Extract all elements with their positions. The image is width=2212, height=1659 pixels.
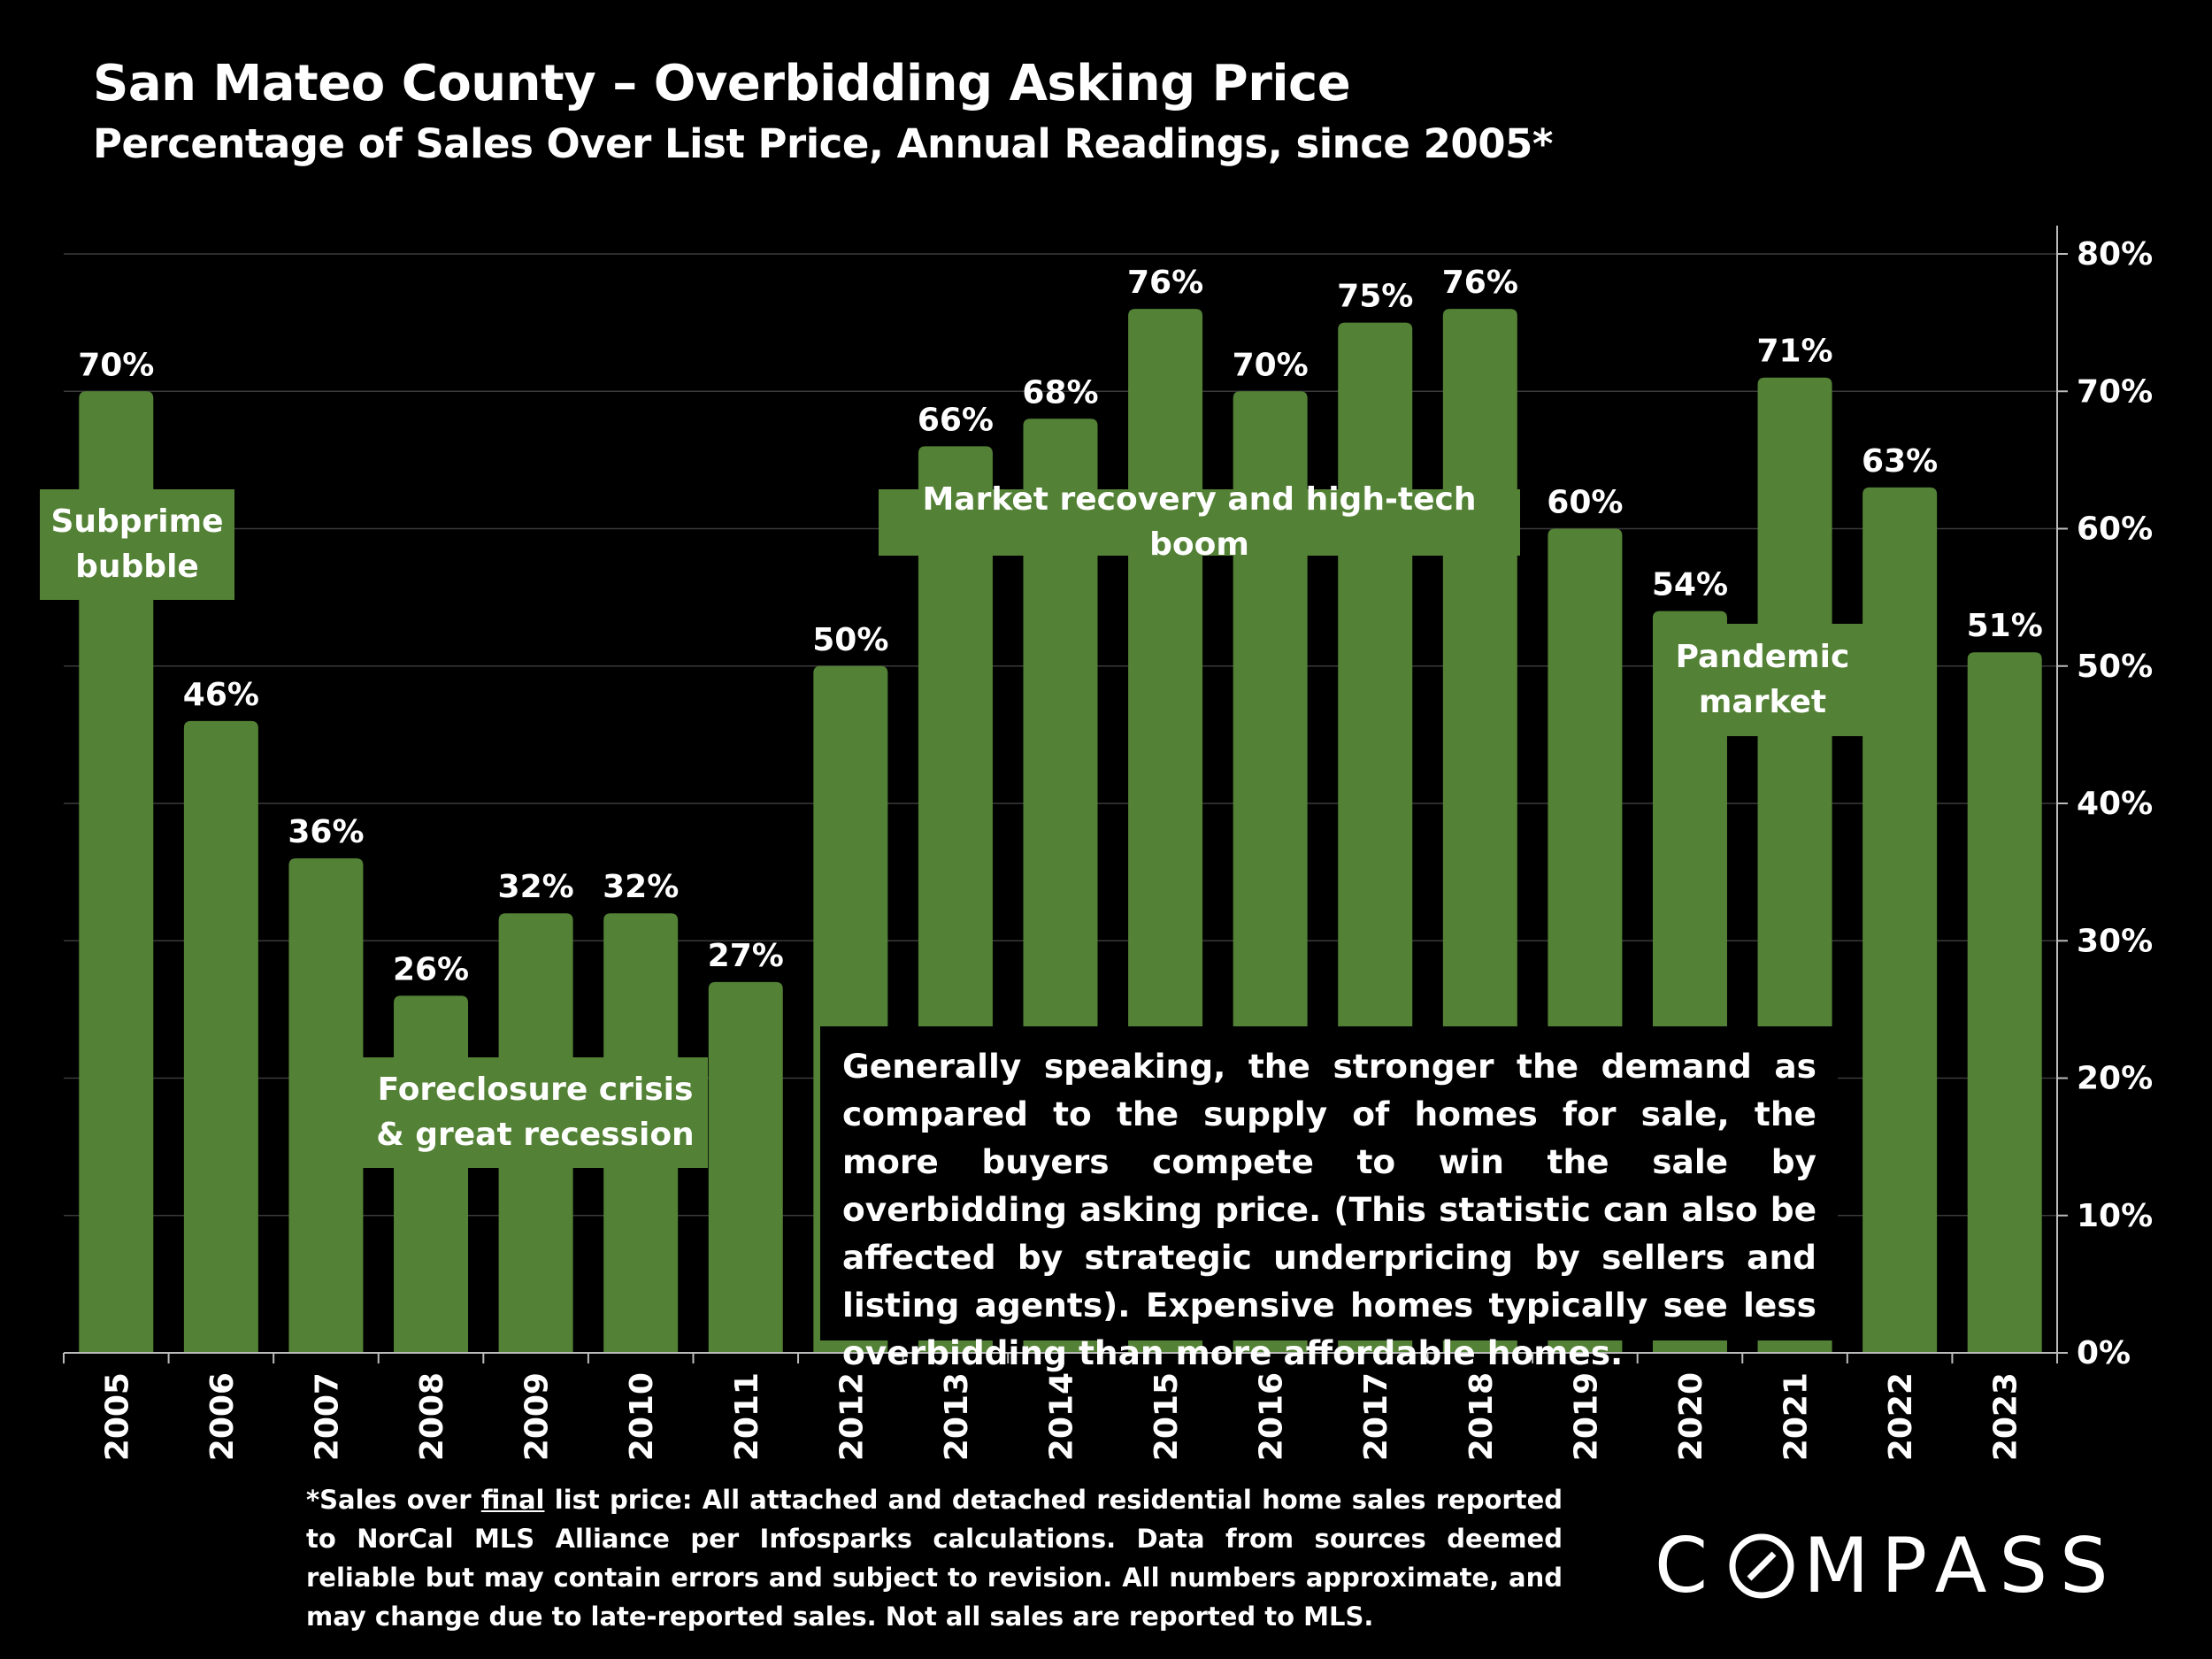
annotation-subprime-line2: bubble (75, 548, 199, 585)
bar-2006 (183, 720, 258, 1353)
data-label-2009: 32% (498, 869, 574, 905)
bar-2023 (1967, 652, 2042, 1353)
data-label-2015: 76% (1127, 265, 1203, 301)
x-tick-label-2006: 2006 (204, 1372, 241, 1461)
data-label-2007: 36% (288, 814, 364, 850)
annotation-subprime: Subprime bubble (40, 489, 234, 600)
annotation-foreclosure: Foreclosure crisis & great recession (363, 1057, 708, 1168)
x-tick-label-2010: 2010 (624, 1372, 660, 1461)
logo-text-left: C (1655, 1522, 1721, 1610)
x-tick-label-2017: 2017 (1358, 1372, 1394, 1461)
chart-subtitle: Percentage of Sales Over List Price, Ann… (93, 120, 1553, 167)
data-label-2010: 32% (603, 869, 679, 905)
data-label-2021: 71% (1756, 334, 1832, 370)
annotation-pandemic-line1: Pandemic (1675, 639, 1850, 676)
x-tick-label-2021: 2021 (1778, 1372, 1815, 1461)
x-tick-label-2014: 2014 (1044, 1372, 1080, 1461)
annotation-pandemic: Pandemic market (1662, 624, 1863, 736)
y-tick-label: 60% (2077, 511, 2153, 548)
data-label-2008: 26% (393, 951, 469, 987)
chart-title: San Mateo County – Overbidding Asking Pr… (93, 55, 1351, 112)
footnote-prefix: *Sales over (306, 1485, 481, 1515)
data-label-2012: 50% (812, 622, 888, 658)
y-tick-label: 80% (2077, 236, 2153, 273)
x-tick-label-2012: 2012 (833, 1372, 870, 1461)
logo-text-right: MPASS (1803, 1522, 2121, 1610)
annotation-foreclosure-line2: & great recession (376, 1116, 695, 1153)
x-tick-label-2015: 2015 (1148, 1372, 1185, 1461)
data-label-2019: 60% (1547, 485, 1623, 521)
data-label-2020: 54% (1652, 567, 1728, 603)
x-tick-label-2007: 2007 (309, 1372, 345, 1461)
compass-logo: C MPASS (1655, 1522, 2121, 1610)
data-label-2018: 76% (1442, 265, 1518, 301)
footnote-rest: list price: All attached and detached re… (306, 1485, 1563, 1632)
data-label-2022: 63% (1862, 443, 1938, 480)
data-label-2011: 27% (708, 938, 784, 974)
bar-2011 (708, 981, 783, 1353)
bar-2007 (288, 858, 364, 1353)
data-label-2014: 68% (1022, 374, 1098, 411)
y-tick-label: 0% (2077, 1335, 2131, 1371)
data-label-2006: 46% (183, 677, 259, 713)
bar-2022 (1863, 487, 1938, 1353)
x-tick-label-2018: 2018 (1463, 1372, 1500, 1461)
x-tick-label-2011: 2011 (729, 1372, 765, 1461)
x-tick-label-2013: 2013 (939, 1372, 975, 1461)
y-tick-label: 50% (2077, 649, 2153, 685)
bar-2008 (394, 995, 469, 1353)
y-tick-label: 70% (2077, 373, 2153, 410)
explanatory-note: Generally speaking, the stronger the dem… (820, 1026, 1838, 1372)
y-tick-label: 10% (2077, 1198, 2153, 1234)
y-tick-label: 30% (2077, 923, 2153, 959)
annotation-pandemic-line2: market (1698, 683, 1827, 720)
annotation-foreclosure-line1: Foreclosure crisis (377, 1071, 694, 1109)
x-tick-label-2022: 2022 (1883, 1372, 1919, 1461)
x-tick-label-2020: 2020 (1673, 1372, 1709, 1461)
compass-o-icon (1729, 1533, 1794, 1599)
annotation-recovery: Market recovery and high-tech boom (879, 481, 1520, 563)
x-tick-label-2008: 2008 (414, 1372, 450, 1461)
footnote: *Sales over final list price: All attach… (306, 1480, 1563, 1636)
x-tick-label-2005: 2005 (99, 1372, 135, 1461)
bar-2005 (79, 391, 154, 1353)
data-label-2023: 51% (1967, 608, 2043, 644)
data-label-2017: 75% (1337, 279, 1413, 315)
footnote-underlined: final (480, 1485, 545, 1515)
x-tick-label-2019: 2019 (1568, 1372, 1604, 1461)
y-tick-label: 40% (2077, 786, 2153, 822)
data-label-2016: 70% (1233, 347, 1309, 383)
y-tick-label: 20% (2077, 1061, 2153, 1097)
data-label-2005: 70% (78, 347, 154, 383)
x-tick-label-2009: 2009 (519, 1372, 556, 1461)
data-label-2013: 66% (918, 402, 994, 438)
x-tick-label-2023: 2023 (1988, 1372, 2024, 1461)
annotation-subprime-line1: Subprime (50, 503, 224, 541)
x-tick-label-2016: 2016 (1254, 1372, 1290, 1461)
